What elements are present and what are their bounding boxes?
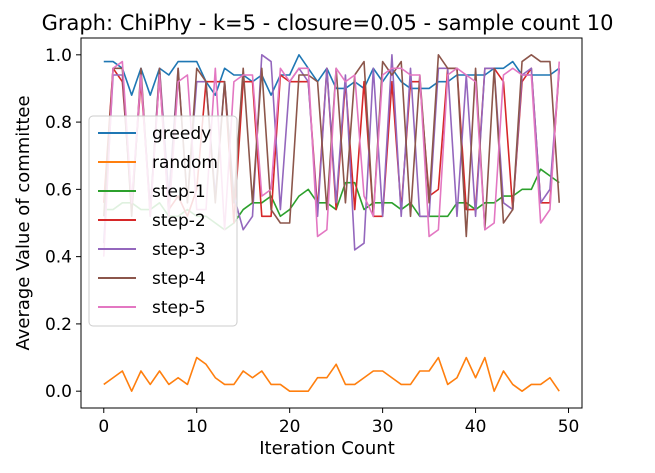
y-tick-label: 1.0	[45, 46, 72, 66]
x-tick-label: 0	[98, 417, 109, 437]
series-line-step-5	[102, 60, 561, 257]
legend-label-step-5: step-5	[152, 298, 206, 318]
legend-label-random: random	[152, 153, 218, 173]
x-tick-label: 30	[372, 417, 394, 437]
y-tick-label: 0.0	[45, 382, 72, 402]
x-tick-label: 50	[558, 417, 580, 437]
y-tick-label: 0.4	[45, 248, 72, 268]
legend-label-greedy: greedy	[152, 124, 211, 144]
x-axis: 0 10 20 30 40 50	[98, 408, 579, 437]
x-tick-label: 40	[465, 417, 487, 437]
legend-label-step-4: step-4	[152, 269, 206, 289]
legend-label-step-2: step-2	[152, 211, 206, 231]
series-line-greedy	[103, 54, 560, 96]
x-axis-label: Iteration Count	[259, 438, 395, 459]
plot-frame	[80, 37, 583, 409]
y-tick-label: 0.6	[45, 180, 72, 200]
legend-box	[88, 115, 238, 327]
legend: greedy random step-1 step-2 step-3 step-4 step…	[88, 115, 238, 327]
legend-label-step-1: step-1	[152, 182, 206, 202]
legend-label-step-3: step-3	[152, 240, 206, 260]
y-axis: 0.0 0.2 0.4 0.6 0.8 1.0	[45, 46, 81, 402]
x-tick-label: 10	[186, 417, 208, 437]
chart-title: Graph: ChiPhy - k=5 - closure=0.05 - sam…	[42, 11, 614, 35]
y-tick-label: 0.2	[45, 315, 72, 335]
y-tick-label: 0.8	[45, 113, 72, 133]
x-tick-label: 20	[279, 417, 301, 437]
y-axis-label: Average Value of committee	[13, 95, 34, 350]
series-line-random	[103, 356, 560, 392]
